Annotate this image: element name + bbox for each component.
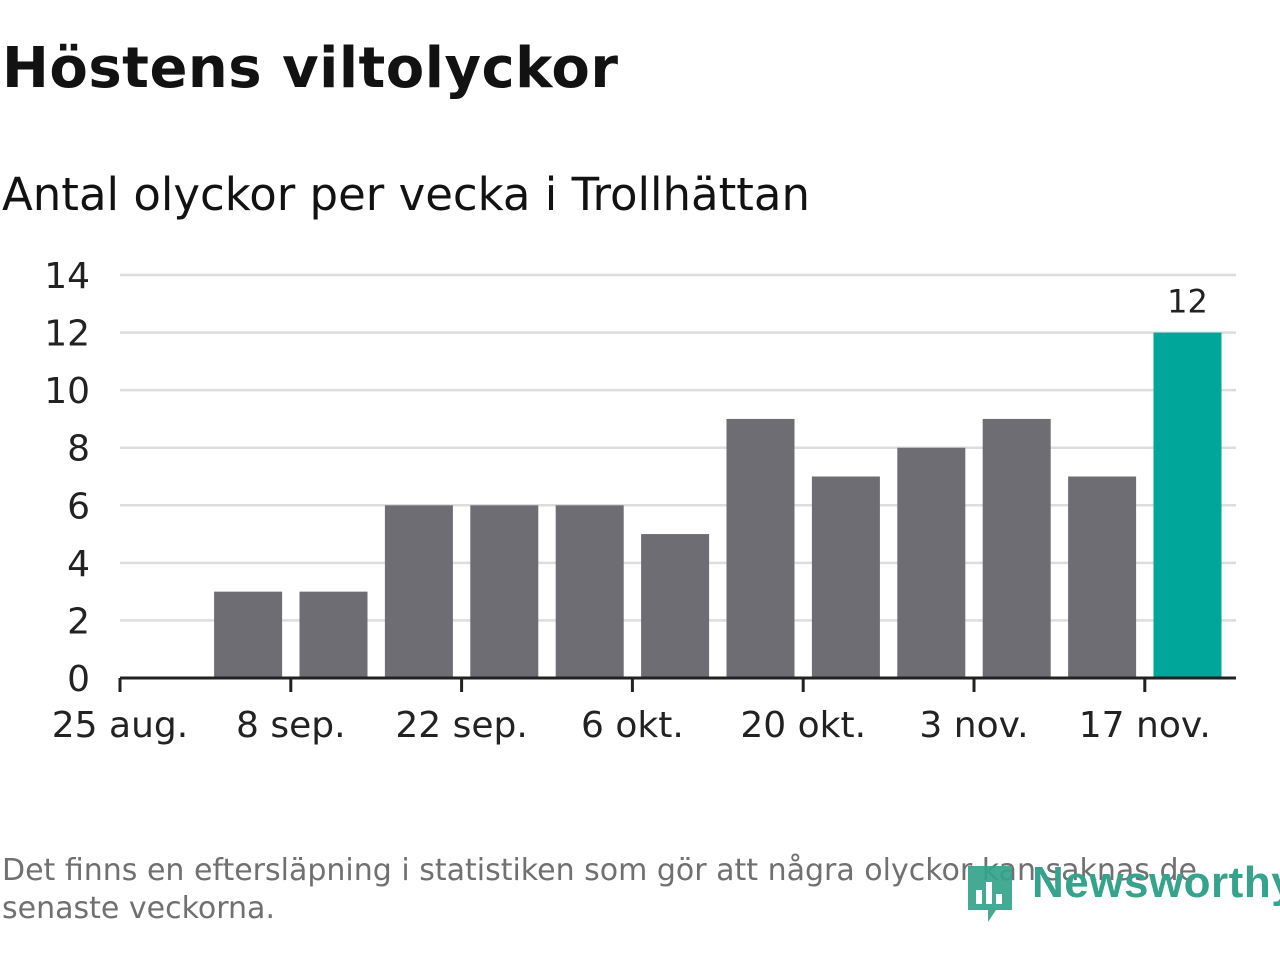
x-tick-label: 3 nov.	[919, 705, 1028, 746]
x-tick-label: 17 nov.	[1079, 705, 1211, 746]
bar-highlight	[1153, 332, 1222, 678]
y-tick-label: 4	[67, 544, 90, 585]
data-label: 12	[1167, 283, 1208, 321]
x-tick-label: 8 sep.	[236, 705, 346, 746]
y-tick-label: 8	[67, 429, 90, 470]
bar	[470, 505, 539, 678]
x-tick-label: 6 okt.	[581, 705, 684, 746]
newsworthy-logo-text: Newsworthy	[1032, 858, 1280, 907]
bar	[811, 476, 880, 678]
bar	[641, 534, 710, 678]
bar	[299, 591, 368, 678]
y-tick-label: 14	[44, 256, 90, 297]
y-tick-label: 0	[67, 659, 90, 700]
bar	[1068, 476, 1137, 678]
bar-chart: 0 2 4 6 8 10 12 14 12 25 aug. 8 sep. 22 sep. 6 okt. 2…	[44, 256, 1236, 746]
x-tick-label: 22 sep.	[395, 705, 527, 746]
x-tick-label: 20 okt.	[740, 705, 866, 746]
chart-subtitle: Antal olyckor per vecka i Trollhättan	[2, 168, 811, 221]
x-tick-label: 25 aug.	[52, 705, 188, 746]
y-tick-label: 2	[67, 601, 90, 642]
y-tick-label: 10	[44, 371, 90, 412]
bar	[555, 505, 624, 678]
bar	[982, 418, 1051, 678]
y-tick-label: 12	[44, 314, 90, 355]
bar	[214, 591, 283, 678]
bar	[897, 447, 966, 678]
y-tick-label: 6	[67, 486, 90, 527]
bar	[726, 418, 795, 678]
bar	[384, 505, 453, 678]
chart-title: Höstens viltolyckor	[2, 36, 619, 101]
newsworthy-logo-icon	[968, 866, 1012, 922]
newsworthy-logo: Newsworthy	[962, 858, 1280, 930]
